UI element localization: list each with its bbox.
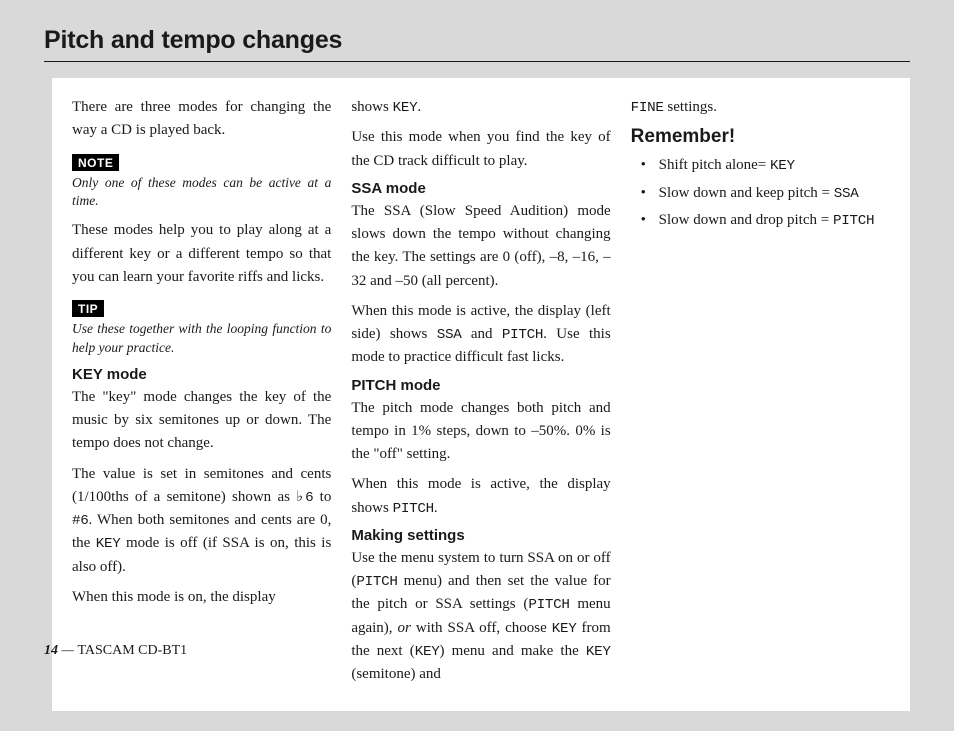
product-model: TASCAM CD-BT1 xyxy=(77,643,187,658)
key-mode-heading: KEY mode xyxy=(72,366,331,383)
remember-item-key: Shift pitch alone= KEY xyxy=(631,154,890,177)
key-mode-p3: When this mode is on, the display xyxy=(72,586,331,609)
pitch-p2: When this mode is active, the display sh… xyxy=(351,473,610,520)
key-mode-p2: The value is set in semitones and cents … xyxy=(72,463,331,579)
remember-list: Shift pitch alone= KEY Slow down and kee… xyxy=(631,154,890,232)
column-1: There are three modes for changing the w… xyxy=(72,96,331,693)
note-label: NOTE xyxy=(72,154,119,171)
col2-use-mode: Use this mode when you find the key of t… xyxy=(351,126,610,173)
making-p1: Use the menu system to turn SSA on or of… xyxy=(351,547,610,687)
column-2: shows KEY. Use this mode when you find t… xyxy=(351,96,610,693)
col3-fine: FINE settings. xyxy=(631,96,890,119)
key-mode-p1: The "key" mode changes the key of the mu… xyxy=(72,386,331,456)
page-footer: 14 — TASCAM CD-BT1 xyxy=(44,643,187,659)
column-3: FINE settings. Remember! Shift pitch alo… xyxy=(631,96,890,693)
ssa-mode-heading: SSA mode xyxy=(351,180,610,197)
intro-para: There are three modes for changing the w… xyxy=(72,96,331,143)
content-box: There are three modes for changing the w… xyxy=(52,78,910,711)
remember-heading: Remember! xyxy=(631,126,890,148)
remember-item-pitch: Slow down and drop pitch = PITCH xyxy=(631,209,890,232)
col2-shows-key: shows KEY. xyxy=(351,96,610,119)
pitch-p1: The pitch mode changes both pitch and te… xyxy=(351,397,610,467)
tip-text: Use these together with the looping func… xyxy=(72,320,331,358)
note-text: Only one of these modes can be active at… xyxy=(72,174,331,212)
making-settings-heading: Making settings xyxy=(351,527,610,544)
page-title: Pitch and tempo changes xyxy=(44,26,910,55)
pitch-mode-heading: PITCH mode xyxy=(351,377,610,394)
page-number: 14 xyxy=(44,643,58,658)
ssa-p1: The SSA (Slow Speed Audition) mode slows… xyxy=(351,200,610,293)
tip-label: TIP xyxy=(72,300,104,317)
para-modes-help: These modes help you to play along at a … xyxy=(72,219,331,289)
remember-item-ssa: Slow down and keep pitch = SSA xyxy=(631,182,890,205)
title-area: Pitch and tempo changes xyxy=(44,26,910,62)
ssa-p2: When this mode is active, the display (l… xyxy=(351,300,610,370)
